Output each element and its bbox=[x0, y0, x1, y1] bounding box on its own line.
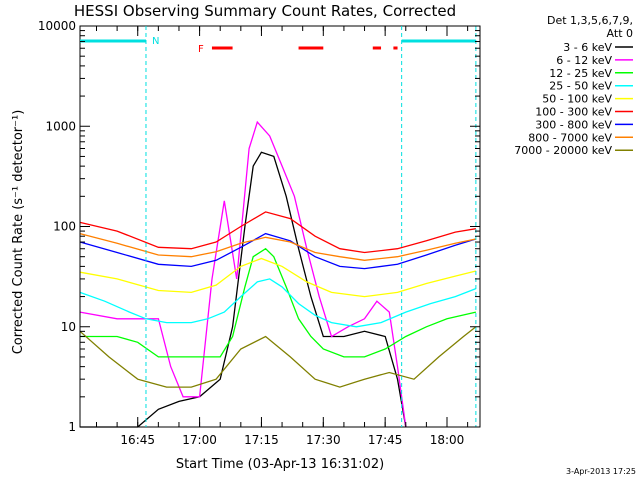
flare-flag-label: F bbox=[198, 44, 204, 55]
y-tick-label-4: 10000 bbox=[38, 19, 76, 33]
observing-flags: NF bbox=[80, 26, 477, 427]
legend-label-1: 6 - 12 keV bbox=[556, 54, 612, 67]
series-line-6 bbox=[79, 232, 477, 270]
series-line-8 bbox=[79, 326, 477, 388]
night-flag-label: N bbox=[152, 36, 159, 47]
series-line-7 bbox=[79, 232, 477, 261]
plot-area bbox=[79, 25, 481, 428]
y-axis-ticks: 1 10 100 1000 10000 bbox=[38, 19, 480, 434]
x-tick-label-1: 17:00 bbox=[182, 433, 217, 447]
series-line-1 bbox=[79, 120, 407, 428]
legend-label-8: 7000 - 20000 keV bbox=[514, 144, 612, 157]
x-tick-label-4: 17:45 bbox=[368, 433, 403, 447]
legend-label-5: 100 - 300 keV bbox=[535, 106, 612, 119]
y-tick-label-1: 10 bbox=[61, 320, 76, 334]
x-tick-label-5: 18:00 bbox=[430, 433, 465, 447]
x-tick-label-0: 16:45 bbox=[120, 433, 155, 447]
series-line-2 bbox=[80, 247, 477, 358]
series-line-3 bbox=[79, 278, 477, 328]
x-axis-label: Start Time (03-Apr-13 16:31:02) bbox=[176, 457, 384, 472]
y-tick-label-3: 1000 bbox=[45, 119, 76, 133]
series-line-0 bbox=[80, 151, 407, 428]
x-tick-label-3: 17:30 bbox=[306, 433, 341, 447]
legend-header-line-1: Det 1,3,5,6,7,9, bbox=[547, 14, 633, 27]
plot-frame bbox=[79, 25, 481, 428]
legend-label-0: 3 - 6 keV bbox=[563, 41, 612, 54]
timestamp: 3-Apr-2013 17:25 bbox=[566, 467, 636, 476]
chart-title: HESSI Observing Summary Count Rates, Cor… bbox=[74, 2, 456, 20]
y-tick-label-2: 100 bbox=[53, 220, 76, 234]
legend-label-6: 300 - 800 keV bbox=[535, 118, 612, 131]
series-line-5 bbox=[79, 211, 477, 254]
legend-label-2: 12 - 25 keV bbox=[549, 67, 612, 80]
series-line-4 bbox=[79, 257, 477, 298]
legend-label-4: 50 - 100 keV bbox=[542, 93, 612, 106]
legend-label-3: 25 - 50 keV bbox=[549, 80, 612, 93]
y-tick-label-0: 1 bbox=[68, 420, 76, 434]
x-axis-ticks: 16:45 17:00 17:15 17:30 17:45 18:00 bbox=[95, 26, 469, 447]
legend-label-7: 800 - 7000 keV bbox=[528, 131, 612, 144]
x-tick-label-2: 17:15 bbox=[244, 433, 279, 447]
y-axis-label: Corrected Count Rate (s⁻¹ detector⁻¹) bbox=[11, 110, 26, 355]
legend-header-line-2: Att 0 bbox=[607, 27, 633, 40]
